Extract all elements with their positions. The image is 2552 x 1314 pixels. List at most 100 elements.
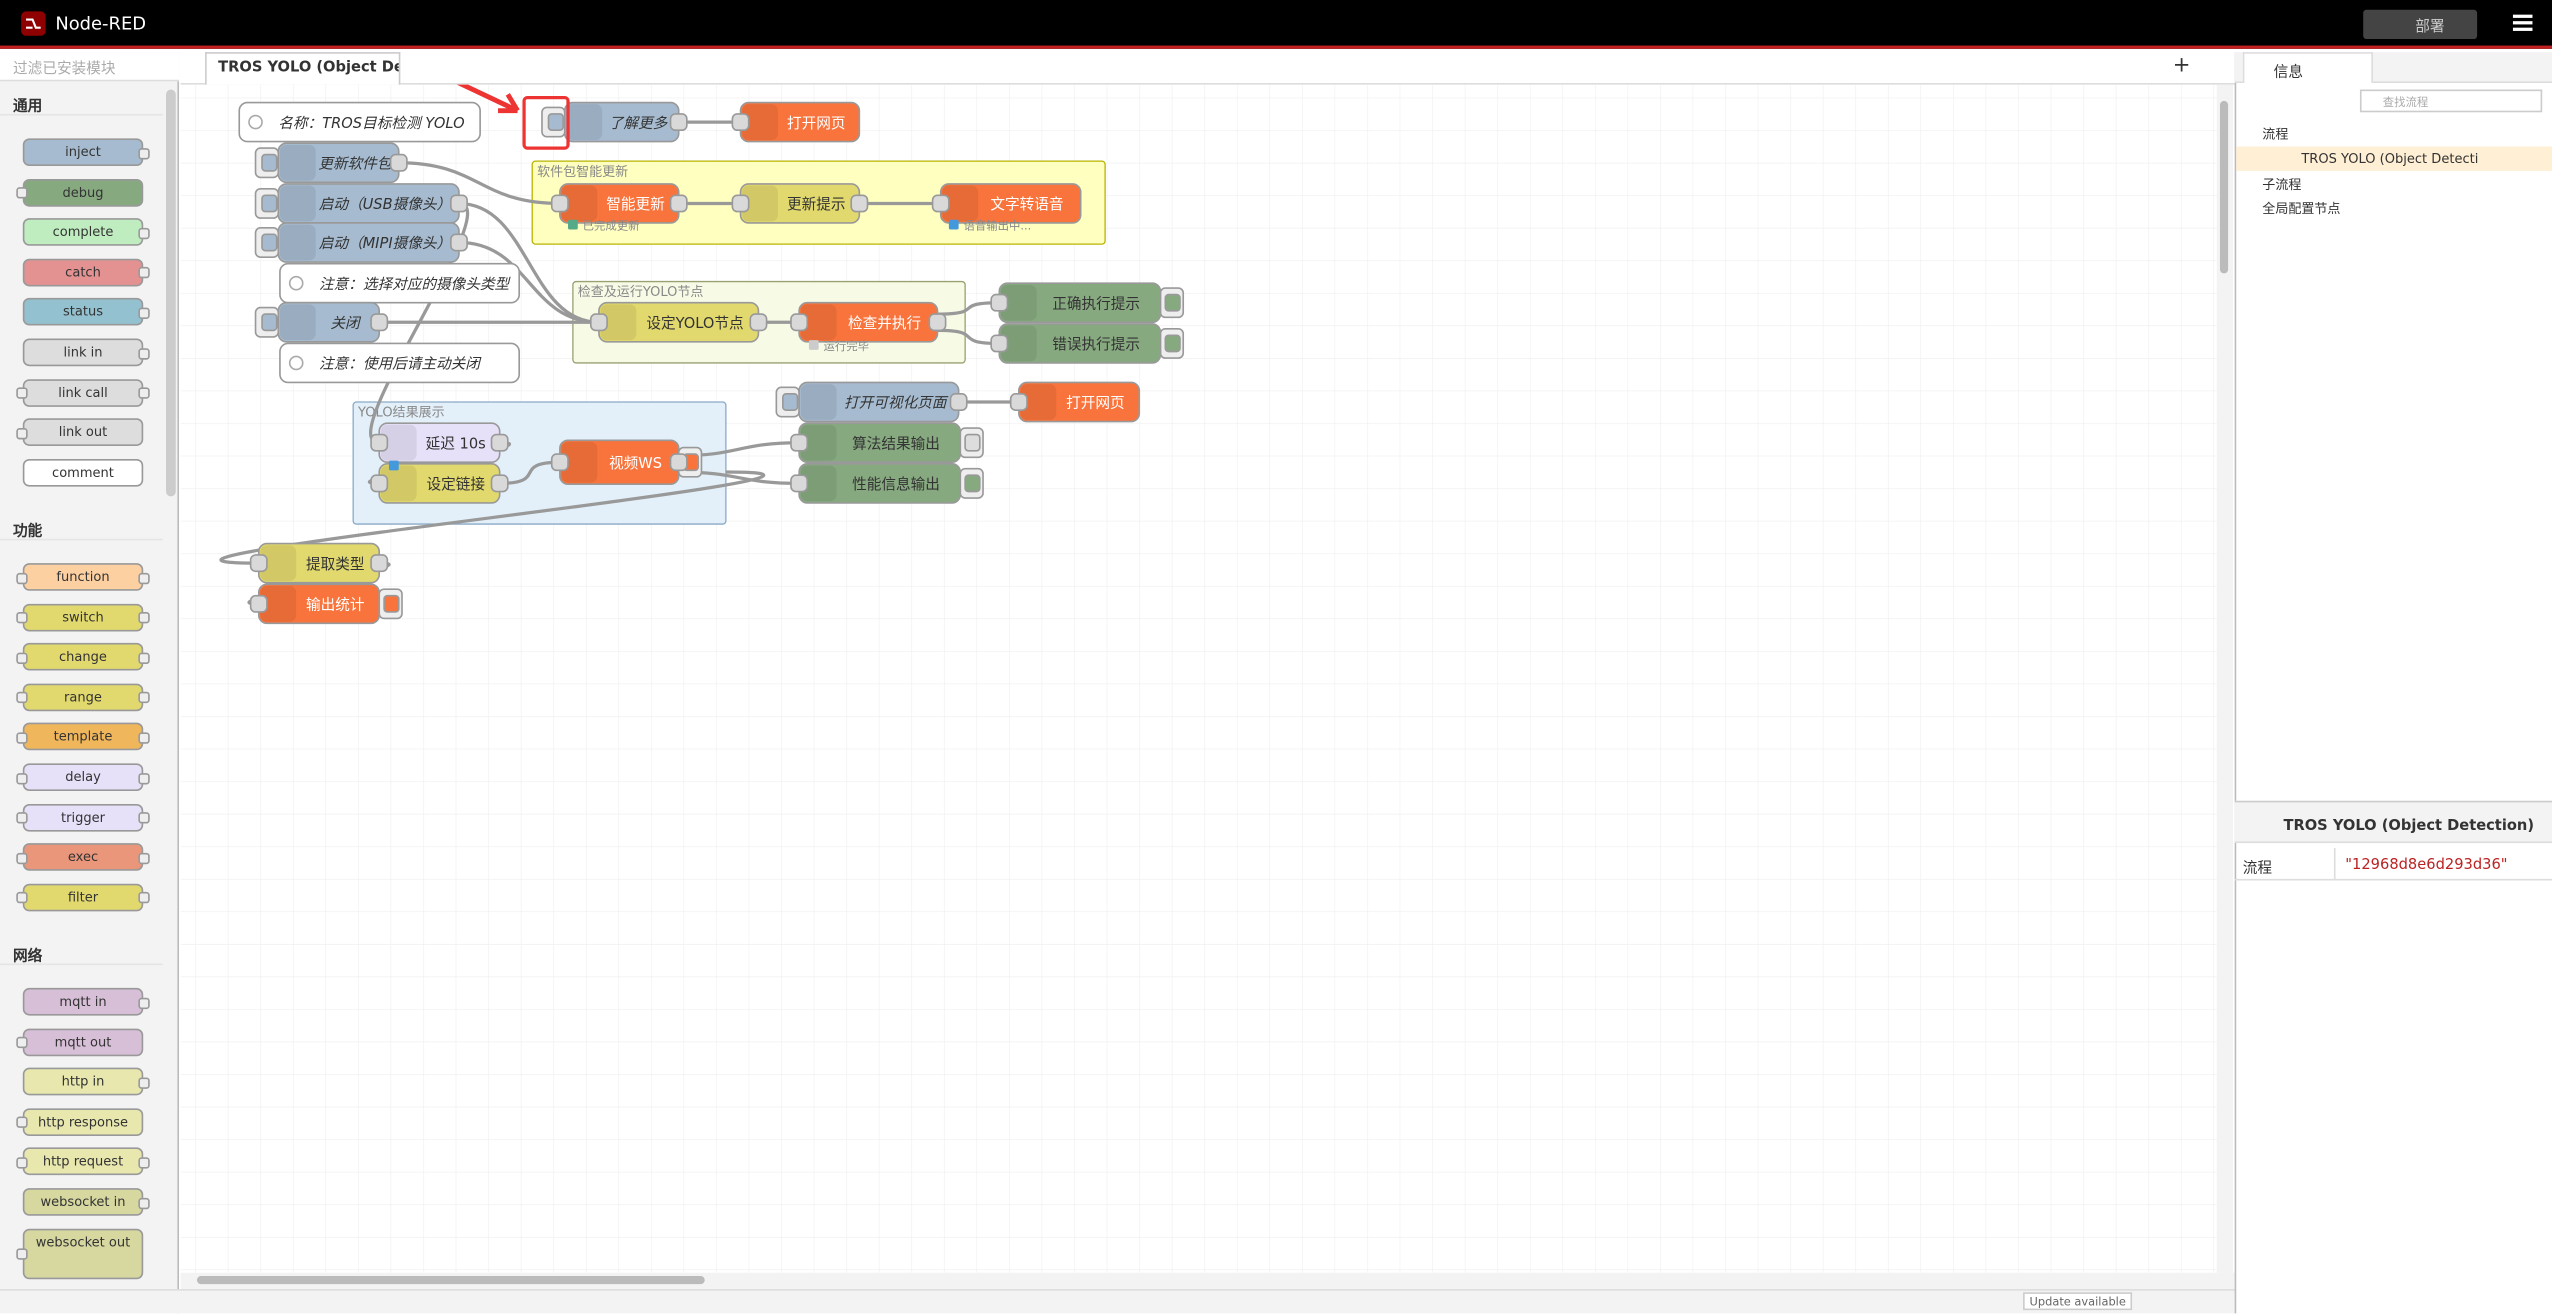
status-text: 语音输出中... [964, 218, 1032, 232]
info-header [2234, 800, 2552, 844]
port [16, 692, 28, 704]
node-label: 了解更多 [609, 115, 669, 132]
info-value: "12968d8e6d293d36" [2333, 847, 2508, 881]
palette-node[interactable]: range [22, 683, 144, 711]
node-label: 智能更新 [606, 195, 665, 213]
palette-category[interactable]: 功能 [0, 514, 163, 541]
node-label: 设定链接 [426, 476, 485, 493]
node-label: 注意：选择对应的摄像头类型 [319, 276, 512, 293]
port [249, 554, 268, 573]
add-tab[interactable]: + [2172, 53, 2191, 79]
annotation-arrow [456, 84, 520, 114]
port [138, 1076, 150, 1089]
palette-node[interactable]: link call [22, 378, 144, 407]
palette-node[interactable]: change [22, 643, 144, 671]
node-icon [800, 424, 837, 461]
port [669, 453, 688, 472]
palette-category[interactable]: 通用 [0, 90, 163, 116]
port [16, 772, 28, 784]
flow-tab[interactable]: TROS YOLO (Object Detecti [205, 52, 401, 85]
palette-node[interactable]: status [22, 298, 144, 327]
tree-item[interactable]: 子流程 [2262, 177, 2302, 193]
palette-node[interactable]: debug [22, 178, 144, 207]
tab-bar [180, 52, 2235, 85]
inject-button-face [261, 233, 278, 252]
node-label: 打开网页 [1066, 395, 1125, 412]
tree-item[interactable]: 全局配置节点 [2262, 201, 2341, 217]
palette-search[interactable]: 过滤已安装模块 [0, 52, 180, 82]
node-icon [800, 384, 837, 420]
port [928, 313, 947, 332]
status-text: 运行完毕 [824, 339, 870, 353]
port [731, 194, 750, 213]
port [16, 892, 28, 904]
node-label: 设定YOLO节点 [646, 315, 743, 332]
header [0, 0, 2552, 49]
port [16, 1248, 28, 1260]
h-scrollbar[interactable] [196, 1275, 705, 1285]
flow-search[interactable]: 查找流程 [2359, 89, 2543, 113]
palette-node[interactable]: comment [22, 458, 144, 487]
node-icon [800, 304, 837, 341]
palette-node[interactable]: link in [22, 338, 144, 367]
logo [21, 11, 46, 36]
node-label: 检查并执行 [848, 315, 921, 332]
palette-node[interactable]: switch [22, 603, 144, 631]
port [949, 393, 968, 411]
palette-node[interactable]: template [22, 723, 144, 751]
palette-node[interactable]: function [22, 563, 144, 591]
palette-node[interactable]: complete [22, 218, 144, 247]
port [370, 474, 389, 493]
group-label: YOLO结果展示 [357, 406, 445, 421]
port [790, 474, 809, 493]
port [16, 732, 28, 744]
palette-node[interactable]: catch [22, 258, 144, 287]
node-icon [800, 465, 837, 502]
palette-node[interactable]: http in [22, 1067, 144, 1096]
palette-node[interactable]: delay [22, 763, 144, 791]
port [490, 474, 509, 493]
palette-node[interactable]: inject [22, 138, 144, 167]
palette-scrollbar[interactable] [166, 89, 176, 497]
palette-node[interactable]: mqtt in [22, 987, 144, 1016]
port [138, 307, 150, 319]
info-tab[interactable]: 信息 [2242, 52, 2373, 84]
node-label: 打开可视化页面 [844, 395, 949, 412]
palette-node[interactable]: link out [22, 418, 144, 447]
menu-button[interactable] [2512, 14, 2533, 18]
port [370, 313, 389, 332]
palette-node[interactable]: websocket out [22, 1228, 144, 1279]
tree-item[interactable]: TROS YOLO (Object Detecti [2301, 151, 2479, 167]
palette-node[interactable]: trigger [22, 803, 144, 832]
palette-node[interactable]: websocket in [22, 1188, 144, 1216]
tree-item[interactable]: 流程 [2262, 126, 2289, 142]
comment-icon [248, 114, 263, 130]
info-key: 流程 [2242, 860, 2273, 878]
palette-node[interactable]: http response [22, 1108, 144, 1136]
node-icon [742, 185, 778, 222]
palette-node[interactable]: filter [22, 883, 144, 912]
port [138, 996, 150, 1009]
palette-node[interactable]: http request [22, 1148, 144, 1176]
info-row [2234, 848, 2552, 881]
port [990, 334, 1009, 353]
palette-node[interactable]: mqtt out [22, 1027, 144, 1056]
palette-category[interactable]: 网络 [0, 939, 163, 966]
port [138, 387, 150, 399]
v-scrollbar[interactable] [2219, 100, 2229, 274]
node-icon [279, 185, 316, 222]
port [138, 267, 150, 279]
node-label: 视频WS [609, 455, 662, 472]
node-label: 提取类型 [306, 556, 365, 573]
port [16, 1036, 28, 1049]
palette-node[interactable]: exec [22, 843, 144, 872]
highlight-box [522, 96, 570, 150]
wire [458, 240, 599, 324]
update-available[interactable]: Update available [2023, 1292, 2133, 1311]
port [138, 692, 150, 704]
info-title: TROS YOLO (Object Detection) [2283, 818, 2535, 835]
deploy-button[interactable]: 部署 [2363, 9, 2478, 40]
node-label: 打开网页 [787, 115, 846, 132]
